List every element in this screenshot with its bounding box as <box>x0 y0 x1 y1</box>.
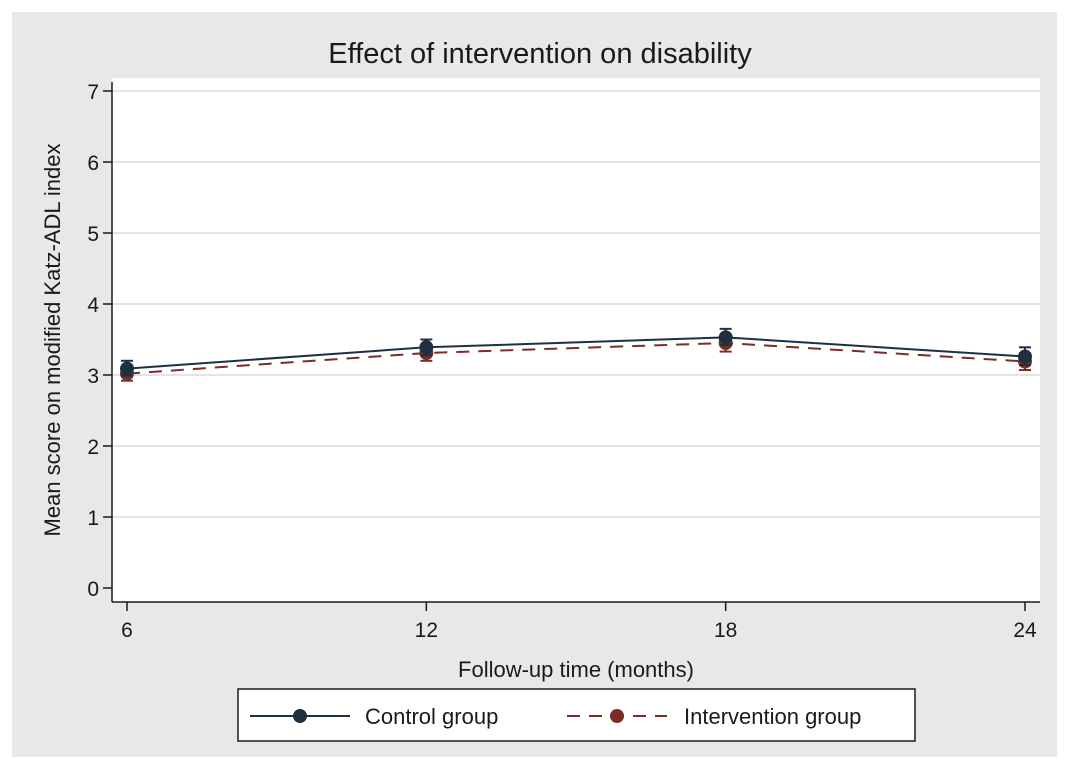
legend-label-control: Control group <box>365 704 498 729</box>
legend-swatch-intervention-marker <box>610 709 624 723</box>
y-tick-label: 6 <box>87 152 99 175</box>
data-point-control <box>419 340 434 355</box>
series-layer <box>120 327 1032 382</box>
x-tick-label: 6 <box>121 619 133 642</box>
data-point-control <box>718 330 733 345</box>
gridlines <box>112 90 1040 518</box>
y-tick-label: 2 <box>87 436 99 459</box>
y-tick-label: 3 <box>87 365 99 388</box>
x-tick-label: 12 <box>415 619 438 642</box>
y-tick-label: 0 <box>87 578 99 601</box>
legend: Control group Intervention group <box>237 688 916 742</box>
plot-area <box>112 78 1040 602</box>
y-axis-label: Mean score on modified Katz-ADL index <box>40 144 65 537</box>
legend-label-intervention: Intervention group <box>684 704 861 729</box>
data-point-control <box>120 361 134 376</box>
y-axis: 0 1 2 3 4 5 6 7 <box>87 81 113 602</box>
x-axis-label: Follow-up time (months) <box>458 657 694 682</box>
chart: Effect of intervention on disability 012… <box>40 38 1040 742</box>
x-tick-label: 24 <box>1013 619 1037 642</box>
x-tick-label: 18 <box>714 619 737 642</box>
y-tick-label: 4 <box>87 294 99 317</box>
x-axis: 6 12 18 24 <box>112 601 1040 642</box>
y-tick-label: 5 <box>87 223 99 246</box>
y-tick-label: 7 <box>87 81 99 104</box>
series-line-intervention <box>126 341 1026 375</box>
y-tick-label: 1 <box>87 507 99 530</box>
legend-swatch-control-marker <box>293 709 307 723</box>
series-line-control <box>126 336 1026 370</box>
chart-title: Effect of intervention on disability <box>328 38 752 70</box>
series-control <box>120 327 1032 377</box>
data-point-control <box>1018 349 1032 364</box>
